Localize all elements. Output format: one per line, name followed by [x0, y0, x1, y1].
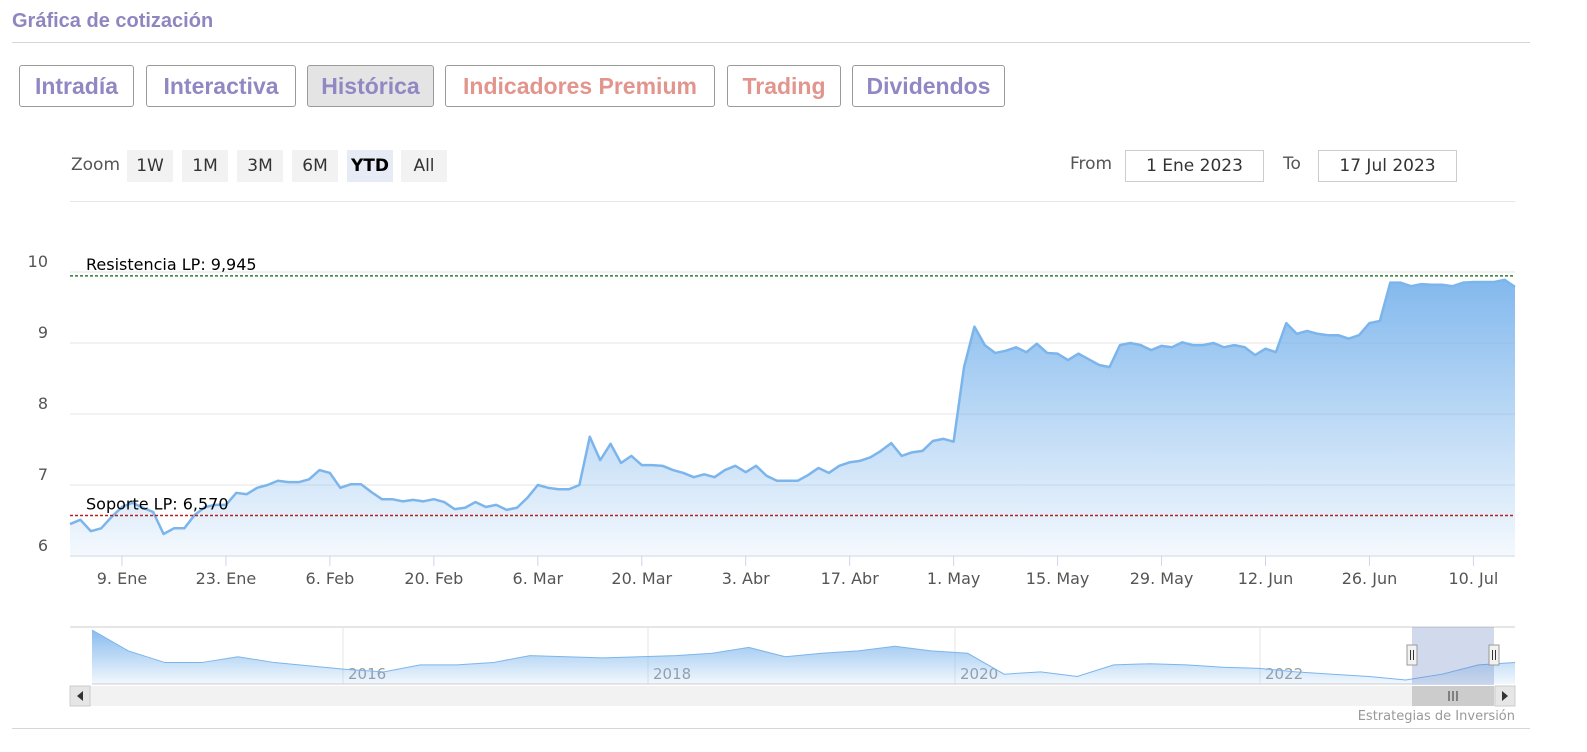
tab[interactable]: Dividendos: [852, 65, 1005, 107]
x-tick-label: 15. May: [1026, 569, 1090, 588]
divider: [12, 42, 1530, 43]
zoom-button[interactable]: 6M: [292, 150, 338, 182]
x-tick-label: 12. Jun: [1238, 569, 1294, 588]
scrollbar-button[interactable]: [1494, 685, 1516, 707]
scrollbar-button[interactable]: [69, 685, 91, 707]
x-tick-label: 26. Jun: [1342, 569, 1398, 588]
x-tick-label: 6. Mar: [513, 569, 564, 588]
zoom-button-selected[interactable]: YTD: [347, 150, 393, 182]
x-tick-label: 29. May: [1130, 569, 1194, 588]
section-title: Gráfica de cotización: [12, 10, 214, 32]
tab[interactable]: Trading: [727, 65, 841, 107]
scrollbar-thumb[interactable]: [1412, 686, 1494, 706]
tab[interactable]: Interactiva: [146, 65, 296, 107]
navigator-label: 2018: [653, 665, 691, 683]
zoom-button[interactable]: All: [401, 150, 447, 182]
area: [70, 279, 1515, 556]
x-tick-label: 10. Jul: [1448, 569, 1498, 588]
y-tick-label: 10: [28, 252, 48, 271]
x-tick-label: 17. Abr: [821, 569, 880, 588]
navigator-handle[interactable]: [1488, 644, 1500, 666]
navigator-handle-grip: [1410, 650, 1414, 660]
x-tick-label: 20. Feb: [404, 569, 463, 588]
tab-active[interactable]: Histórica: [307, 65, 434, 107]
plot-line-label: Resistencia LP: 9,945: [86, 255, 257, 274]
divider: [70, 201, 1515, 202]
x-tick-label: 1. May: [927, 569, 980, 588]
to-label: To: [1283, 154, 1301, 174]
line: [69, 278, 1516, 536]
x-tick-label: 6. Feb: [306, 569, 355, 588]
navigator-label: 2022: [1265, 665, 1303, 683]
arrow-right: [1502, 691, 1508, 701]
from-label: From: [1070, 154, 1113, 174]
y-tick-label: 8: [38, 394, 48, 413]
credit: Estrategias de Inversión: [1357, 709, 1515, 724]
zoom-button[interactable]: 1M: [182, 150, 228, 182]
zoom-button[interactable]: 1W: [127, 150, 173, 182]
navigator-label: 2016: [348, 665, 386, 683]
from-input[interactable]: 1 Ene 2023: [1125, 150, 1264, 182]
navigator-label: 2020: [960, 665, 998, 683]
zoom-button[interactable]: 3M: [237, 150, 283, 182]
navigator-mask: [1412, 627, 1494, 685]
y-tick-label: 7: [38, 465, 48, 484]
to-input[interactable]: 17 Jul 2023: [1318, 150, 1457, 182]
divider: [12, 728, 1530, 729]
navigator-handle[interactable]: [1406, 644, 1418, 666]
arrow-left: [77, 691, 83, 701]
scrollbar-track: [70, 686, 1515, 706]
navigator-handle-grip: [1492, 650, 1496, 660]
y-tick-label: 9: [38, 323, 48, 342]
x-tick-label: 9. Ene: [97, 569, 147, 588]
zoom-label: Zoom: [71, 155, 121, 175]
tab[interactable]: Indicadores Premium: [445, 65, 715, 107]
scrollbar-grip: [1448, 691, 1458, 701]
x-tick-label: 3. Abr: [722, 569, 770, 588]
tab[interactable]: Intradía: [19, 65, 134, 107]
x-tick-label: 20. Mar: [611, 569, 672, 588]
navigator-line: [91, 629, 1516, 681]
y-tick-label: 6: [38, 536, 48, 555]
plot-line-label: Soporte LP: 6,570: [86, 495, 229, 514]
x-tick-label: 23. Ene: [196, 569, 257, 588]
navigator-area: [92, 630, 1515, 684]
